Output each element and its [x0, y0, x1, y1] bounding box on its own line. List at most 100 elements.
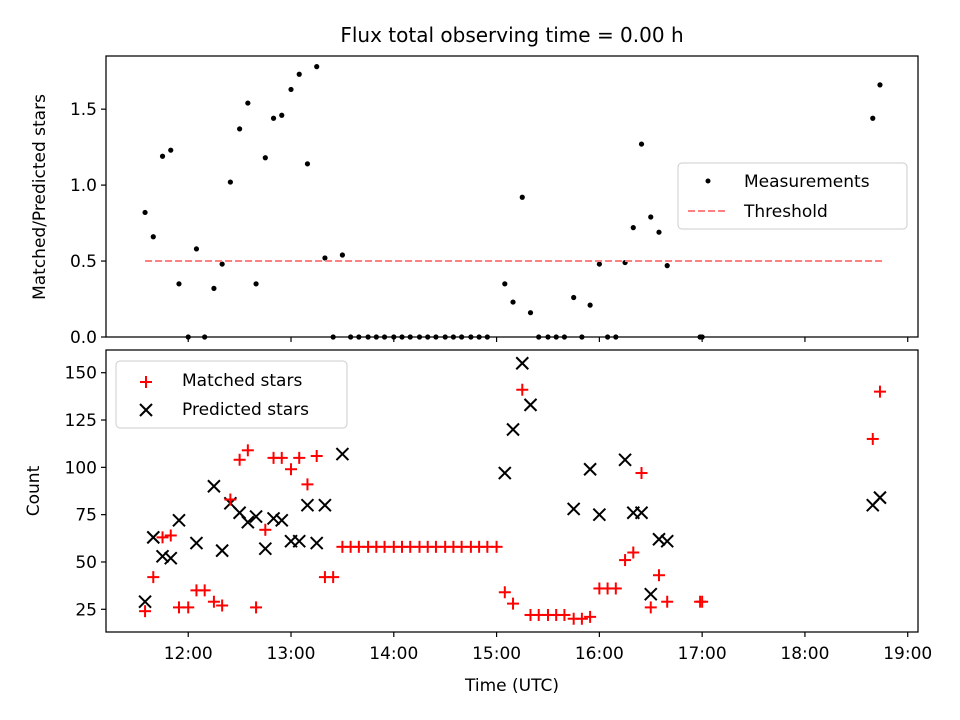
predicted-star-point: [515, 356, 529, 370]
matched-star-point: [285, 463, 298, 476]
bottom-y-axis-label: Count: [24, 465, 44, 516]
measurement-point: [322, 255, 328, 261]
x-tick-label: 18:00: [780, 644, 829, 664]
predicted-star-point: [566, 502, 581, 516]
measurement-point: [571, 294, 577, 301]
predicted-star-point: [155, 549, 170, 564]
measurement-point: [253, 281, 259, 287]
bottom-y-tick-label: 150: [65, 364, 97, 384]
matched-star-point: [259, 523, 272, 536]
predicted-star-point: [498, 466, 512, 480]
measurement-point: [168, 147, 174, 153]
bottom-y-tick-label: 100: [65, 458, 97, 478]
measurement-point: [211, 285, 217, 291]
predicted-star-point: [138, 595, 152, 609]
measurement-point: [510, 299, 516, 305]
measurement-point: [638, 141, 645, 147]
count-panel: 25 50 75 100 125 150 12:00 13:00 14:00 15:00 16:0…: [24, 349, 932, 696]
measurement-point: [279, 112, 285, 118]
top-legend-box: [677, 162, 908, 230]
top-y-tick-label: 1.0: [70, 176, 97, 196]
measurement-point: [219, 261, 225, 267]
measurement-point: [664, 263, 670, 269]
predicted-star-point: [249, 509, 263, 524]
legend-predicted-label: Predicted stars: [182, 400, 309, 420]
measurement-point: [150, 234, 156, 240]
predicted-star-point: [172, 513, 186, 528]
measurement-point: [193, 246, 200, 252]
predicted-star-point: [189, 536, 204, 550]
measurement-point: [304, 161, 311, 167]
matched-star-point: [327, 571, 340, 584]
measurement-point: [262, 155, 268, 161]
x-axis-label: Time (UTC): [464, 676, 559, 696]
bottom-legend-box: [115, 360, 348, 429]
measurement-point: [314, 64, 320, 70]
matched-star-point: [627, 546, 640, 559]
matched-star-point: [635, 467, 648, 480]
matched-star-point: [490, 540, 503, 553]
measurement-point: [176, 281, 182, 287]
matched-star-point: [139, 605, 152, 618]
legend-matched-label: Matched stars: [182, 371, 302, 391]
legend-predicted-marker: [139, 403, 153, 417]
measurement-point: [656, 229, 662, 235]
predicted-star-point: [266, 511, 281, 526]
ratio-panel: Flux total observing time = 0.00 h 0.00.…: [30, 23, 919, 348]
predicted-star-point: [873, 490, 887, 505]
measurement-point: [237, 126, 243, 132]
measurement-points: [142, 64, 883, 340]
matched-star-point: [164, 529, 177, 542]
matched-star-point: [207, 595, 220, 608]
matched-star-point: [498, 586, 511, 599]
top-y-axis-label: Matched/Predicted stars: [30, 94, 50, 300]
matched-star-point: [198, 584, 211, 597]
measurement-point: [142, 209, 148, 216]
x-tick-label: 12:00: [164, 644, 213, 664]
bottom-y-tick-label: 125: [65, 411, 97, 431]
predicted-star-point: [335, 447, 350, 461]
predicted-star-point: [164, 551, 178, 565]
measurement-point: [227, 179, 233, 185]
chart-title: Flux total observing time = 0.00 h: [340, 23, 683, 47]
bottom-y-tick-label: 75: [75, 506, 97, 526]
top-y-tick-label: 0.0: [70, 328, 97, 348]
matched-star-point: [233, 453, 246, 466]
predicted-star-point: [207, 479, 221, 493]
bottom-x-ticks: 12:00 13:00 14:00 15:00 16:00 17:00 18:00 19:00: [164, 632, 932, 664]
predicted-star-point: [300, 498, 315, 512]
predicted-star-point: [275, 513, 289, 528]
bottom-axes-frame: [105, 349, 919, 633]
predicted-star-point: [652, 532, 666, 546]
matched-star-point: [224, 493, 237, 506]
matched-star-point: [301, 478, 314, 491]
bottom-y-ticks: 25 50 75 100 125 150: [65, 364, 106, 620]
legend-matched-marker: [140, 376, 152, 388]
measurement-point: [527, 310, 534, 316]
predicted-star-point: [634, 506, 649, 520]
matched-star-point: [250, 601, 263, 614]
matched-star-point: [516, 383, 529, 396]
measurement-point: [519, 194, 525, 200]
matched-star-point: [866, 432, 879, 445]
predicted-star-point: [644, 587, 658, 601]
x-tick-label: 17:00: [678, 644, 727, 664]
matched-star-point: [558, 608, 571, 621]
x-tick-label: 19:00: [883, 644, 932, 664]
matched-star-point: [275, 451, 288, 464]
predicted-star-point: [310, 536, 324, 550]
predicted-star-point: [258, 542, 273, 556]
matched-star-point: [182, 601, 195, 614]
x-tick-label: 15:00: [472, 644, 521, 664]
matched-star-point: [696, 595, 709, 608]
bottom-legend: Matched stars Predicted stars: [115, 360, 348, 429]
predicted-star-point: [660, 534, 674, 548]
x-tick-label: 13:00: [267, 644, 316, 664]
matched-star-point: [156, 531, 169, 544]
x-tick-label: 16:00: [575, 644, 624, 664]
matched-star-point: [241, 444, 254, 457]
matched-star-point: [584, 610, 597, 623]
matched-star-point: [619, 554, 632, 567]
predicted-star-point: [523, 398, 538, 412]
predicted-star-point: [215, 543, 229, 558]
